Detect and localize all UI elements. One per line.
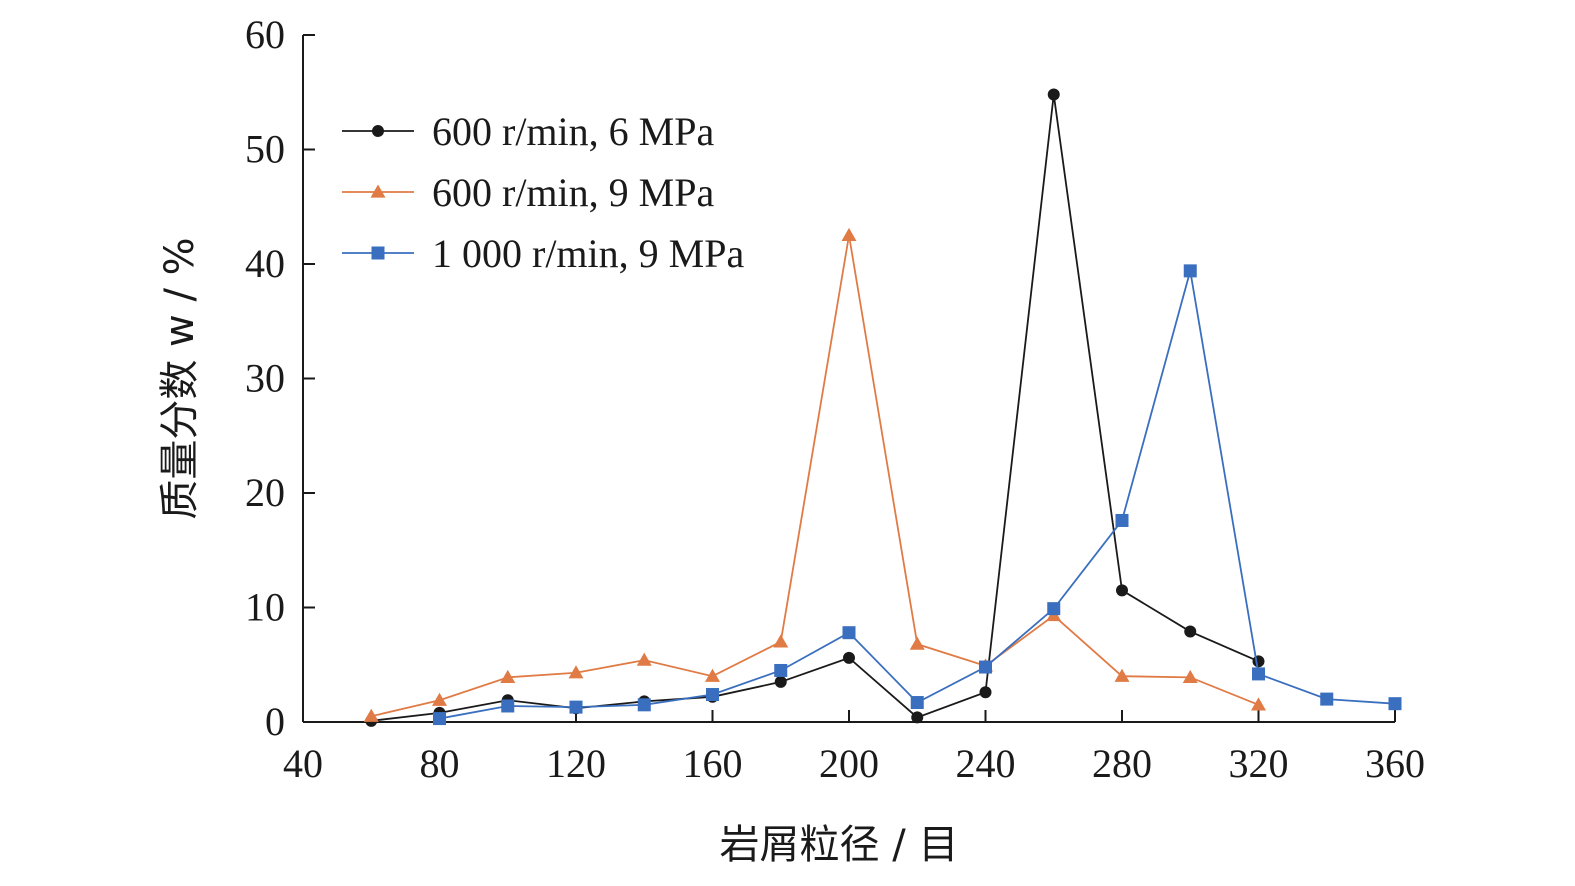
- data-point: [568, 665, 584, 679]
- x-tick-label: 160: [683, 741, 743, 786]
- x-axis-ticks: 40 80 120 160 200 240 280 320 360: [283, 710, 1425, 786]
- legend-marker: [371, 246, 385, 260]
- data-point: [705, 668, 720, 682]
- series-layer: [363, 88, 1402, 727]
- data-point: [841, 227, 857, 241]
- data-point: [1388, 697, 1402, 711]
- data-point: [1320, 692, 1334, 706]
- x-tick-label: 320: [1229, 741, 1289, 786]
- legend-item: 600 r/min, 6 MPa: [342, 109, 714, 154]
- y-tick-label: 60: [245, 12, 285, 57]
- legend: 600 r/min, 6 MPa 600 r/min, 9 MPa 1 000 r/…: [342, 109, 744, 276]
- x-axis-title: 岩屑粒径 / 目: [720, 822, 959, 868]
- data-point: [706, 688, 719, 702]
- data-point: [363, 708, 379, 722]
- data-point: [979, 686, 992, 699]
- data-point: [774, 675, 787, 688]
- legend-label: 600 r/min, 6 MPa: [432, 109, 714, 154]
- data-point: [911, 711, 924, 724]
- legend-marker: [370, 184, 386, 198]
- x-tick-label: 80: [420, 741, 460, 786]
- data-point: [1116, 584, 1128, 597]
- data-point: [1184, 625, 1197, 638]
- data-point: [1047, 88, 1060, 101]
- data-point: [569, 700, 583, 714]
- legend-marker: [372, 125, 384, 137]
- y-tick-label: 0: [265, 699, 285, 744]
- data-point: [842, 626, 856, 640]
- data-point: [501, 699, 515, 713]
- data-point: [910, 696, 924, 710]
- y-axis-ticks: 0 10 20 30 40 50 60: [245, 12, 315, 744]
- data-point: [637, 698, 651, 712]
- x-tick-label: 280: [1092, 741, 1152, 786]
- y-tick-label: 20: [245, 470, 285, 515]
- legend-item: 600 r/min, 9 MPa: [342, 170, 714, 215]
- x-tick-label: 120: [546, 741, 606, 786]
- x-tick-label: 360: [1365, 741, 1425, 786]
- data-point: [432, 692, 447, 706]
- data-point: [1114, 668, 1130, 682]
- data-point: [1252, 655, 1265, 668]
- data-point: [433, 712, 446, 726]
- data-point: [500, 669, 516, 683]
- y-tick-label: 10: [245, 585, 285, 630]
- data-point: [1183, 264, 1197, 278]
- data-point: [1115, 513, 1129, 527]
- y-tick-label: 50: [245, 127, 285, 172]
- data-point: [1047, 602, 1061, 616]
- data-point: [636, 652, 652, 666]
- x-tick-label: 240: [956, 741, 1016, 786]
- y-axis-title: 质量分数 w / %: [157, 237, 203, 519]
- y-tick-label: 30: [245, 356, 285, 401]
- x-tick-label: 200: [819, 741, 879, 786]
- series-line: [371, 94, 1259, 722]
- data-point: [1182, 669, 1198, 683]
- data-point: [979, 660, 992, 674]
- legend-label: 600 r/min, 9 MPa: [432, 170, 714, 215]
- data-point: [773, 634, 789, 648]
- data-point: [1251, 697, 1266, 711]
- series-line: [439, 270, 1396, 720]
- legend-item: 1 000 r/min, 9 MPa: [342, 231, 744, 276]
- data-point: [774, 663, 788, 677]
- data-point: [909, 636, 925, 650]
- y-tick-label: 40: [245, 241, 285, 286]
- series-line: [371, 235, 1259, 718]
- data-point: [843, 651, 855, 664]
- series-2: [363, 227, 1266, 722]
- data-point: [1252, 667, 1265, 681]
- series-3: [433, 264, 1402, 726]
- x-tick-label: 40: [283, 741, 323, 786]
- legend-label: 1 000 r/min, 9 MPa: [432, 231, 744, 276]
